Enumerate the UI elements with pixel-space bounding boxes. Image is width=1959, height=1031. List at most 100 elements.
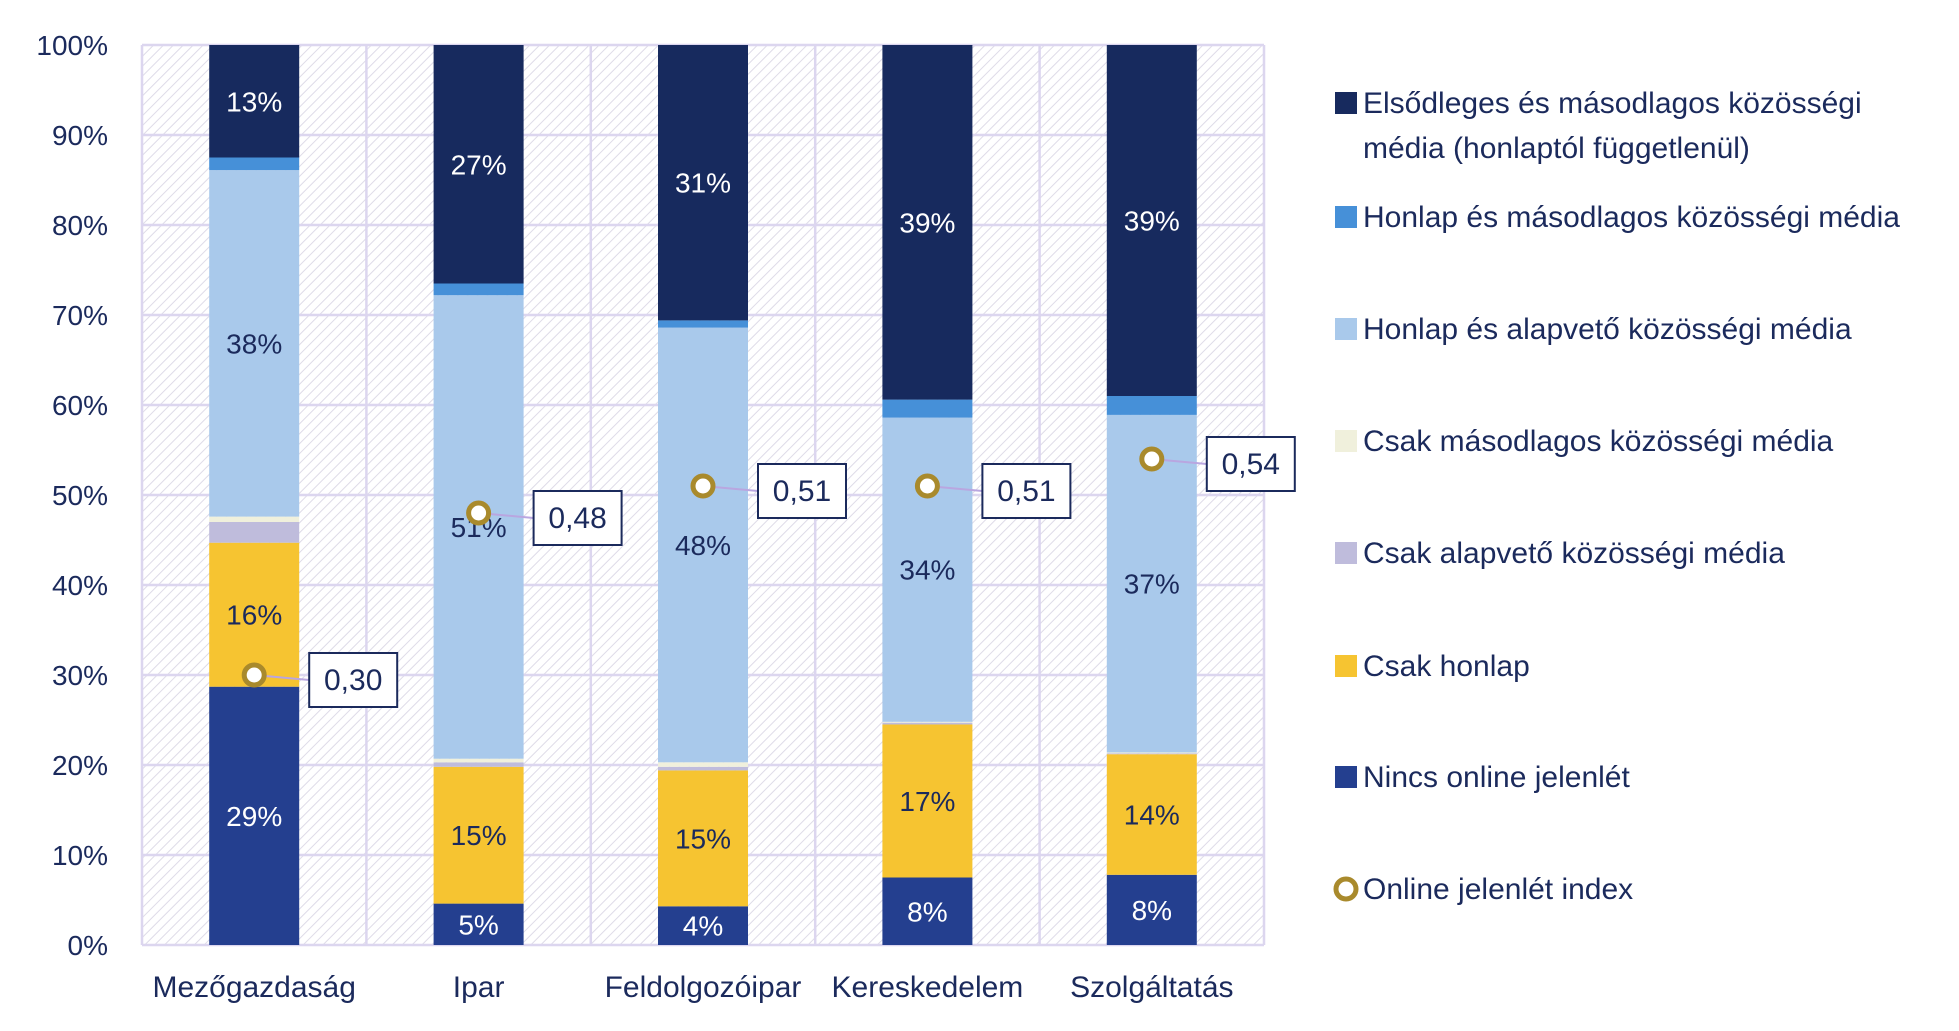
bar-segment bbox=[209, 157, 300, 171]
bar-segment bbox=[882, 45, 973, 400]
x-category-label: Feldolgozóipar bbox=[605, 971, 802, 1004]
bar-segment bbox=[658, 320, 748, 328]
legend-label: média (honlaptól függetlenül) bbox=[1363, 132, 1750, 165]
data-label: 34% bbox=[899, 555, 955, 586]
legend-label: Honlap és alapvető közösségi média bbox=[1363, 313, 1852, 346]
legend-swatch bbox=[1335, 318, 1357, 340]
data-label: 48% bbox=[675, 530, 731, 561]
y-tick-label: 50% bbox=[52, 480, 108, 511]
y-tick-label: 80% bbox=[52, 210, 108, 241]
bar-segment bbox=[1106, 874, 1197, 945]
bar-segment bbox=[658, 45, 748, 321]
index-label: 0,48 bbox=[548, 502, 606, 535]
bar-segment bbox=[882, 724, 973, 878]
data-label: 5% bbox=[458, 909, 498, 940]
bar-segment bbox=[209, 516, 300, 522]
bar-segment bbox=[882, 399, 973, 418]
index-markers: 0,30 0,48 0,51 0,51 0,54 bbox=[241, 436, 1296, 708]
index-callout-box bbox=[308, 652, 399, 708]
data-label: 39% bbox=[899, 207, 955, 238]
y-tick-label: 70% bbox=[52, 300, 108, 331]
data-label: 15% bbox=[675, 823, 731, 854]
legend-swatch bbox=[1335, 430, 1357, 452]
data-label: 39% bbox=[1124, 206, 1180, 237]
legend-swatch bbox=[1335, 92, 1357, 114]
legend-swatch bbox=[1335, 766, 1357, 788]
y-axis-tick-labels: 0% 10% 20% 30% 40% 50% 60% 70% 80% 90% 100% bbox=[36, 30, 108, 961]
data-label: 17% bbox=[899, 786, 955, 817]
bar-segment bbox=[433, 762, 524, 767]
bar-segment bbox=[658, 766, 748, 771]
legend-label: Nincs online jelenlét bbox=[1363, 761, 1630, 794]
data-label: 27% bbox=[451, 149, 507, 180]
legend-marker-circle bbox=[1333, 876, 1359, 902]
bar-segment bbox=[1106, 45, 1197, 396]
legend-label: Honlap és másodlagos közösségi média bbox=[1363, 201, 1900, 234]
data-label: 31% bbox=[675, 168, 731, 199]
bar-segment bbox=[658, 906, 748, 945]
index-marker bbox=[690, 473, 716, 499]
index-marker bbox=[241, 662, 267, 688]
bar-segment bbox=[209, 522, 300, 543]
bar-segment bbox=[433, 766, 524, 904]
data-label: 14% bbox=[1124, 800, 1180, 831]
data-label: 37% bbox=[1124, 569, 1180, 600]
bar-segment bbox=[658, 762, 748, 767]
bar-segment bbox=[882, 877, 973, 945]
bar-segment bbox=[882, 721, 973, 723]
bar-segment bbox=[433, 295, 524, 759]
data-label: 16% bbox=[226, 600, 282, 631]
y-tick-label: 90% bbox=[52, 120, 108, 151]
y-tick-label: 0% bbox=[68, 930, 108, 961]
y-tick-label: 60% bbox=[52, 390, 108, 421]
y-tick-label: 100% bbox=[36, 30, 108, 61]
bar-segment bbox=[433, 758, 524, 763]
bar-segment bbox=[209, 686, 300, 945]
bar-segment bbox=[882, 417, 973, 722]
index-label: 0,30 bbox=[324, 664, 382, 697]
legend-label: Csak másodlagos közösségi média bbox=[1363, 425, 1834, 458]
index-callout-box bbox=[532, 490, 623, 546]
data-label: 15% bbox=[451, 820, 507, 851]
bar-segment bbox=[1106, 396, 1197, 415]
index-marker bbox=[466, 500, 492, 526]
data-label: 8% bbox=[907, 896, 947, 927]
x-category-label: Ipar bbox=[453, 971, 505, 1004]
bar-segment bbox=[1106, 753, 1197, 755]
bar-segment bbox=[209, 45, 300, 158]
bar-segment bbox=[209, 170, 300, 517]
index-marker bbox=[914, 473, 940, 499]
x-category-label: Kereskedelem bbox=[832, 971, 1024, 1004]
bar-segment bbox=[882, 722, 973, 725]
legend-label: Csak honlap bbox=[1363, 650, 1530, 683]
legend-label: Online jelenlét index bbox=[1363, 873, 1633, 906]
y-tick-label: 10% bbox=[52, 840, 108, 871]
y-tick-label: 40% bbox=[52, 570, 108, 601]
index-label: 0,51 bbox=[773, 475, 831, 508]
legend-label: Elsődleges és másodlagos közösségi bbox=[1363, 87, 1862, 120]
bar-segment bbox=[658, 327, 748, 763]
x-axis-category-labels: Mezőgazdaság Ipar Feldolgozóipar Kereskedel… bbox=[152, 971, 1233, 1004]
index-callout-box bbox=[757, 463, 847, 519]
x-category-label: Szolgáltatás bbox=[1070, 971, 1233, 1004]
x-category-label: Mezőgazdaság bbox=[152, 971, 355, 1004]
bar-segment bbox=[1106, 752, 1197, 754]
data-label: 29% bbox=[226, 801, 282, 832]
bar-segment bbox=[1106, 754, 1197, 875]
data-label: 38% bbox=[226, 328, 282, 359]
index-label: 0,54 bbox=[1222, 448, 1280, 481]
index-callout-box bbox=[981, 463, 1072, 519]
bar-segment bbox=[658, 770, 748, 907]
legend-label: Csak alapvető közösségi média bbox=[1363, 537, 1785, 570]
y-tick-label: 20% bbox=[52, 750, 108, 781]
y-tick-label: 30% bbox=[52, 660, 108, 691]
index-label: 0,51 bbox=[997, 475, 1055, 508]
data-label: 13% bbox=[226, 86, 282, 117]
data-label: 4% bbox=[683, 911, 723, 942]
legend-swatch bbox=[1335, 655, 1357, 677]
index-callout-box bbox=[1205, 436, 1296, 492]
legend-swatch bbox=[1335, 542, 1357, 564]
index-marker bbox=[1139, 446, 1165, 472]
bar-segment bbox=[433, 903, 524, 945]
